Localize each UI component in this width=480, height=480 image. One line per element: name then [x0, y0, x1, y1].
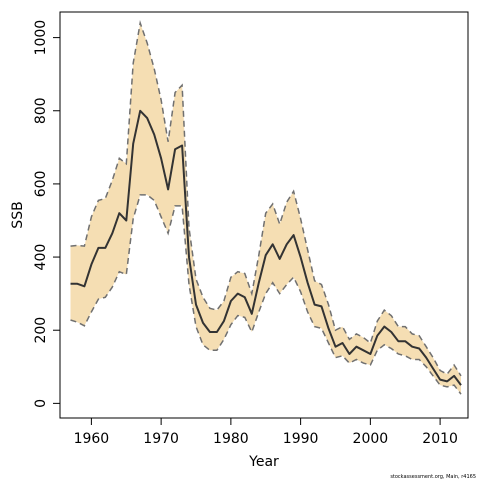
y-tick-label: 200 — [33, 317, 49, 344]
confidence-band — [70, 23, 461, 395]
x-tick-label: 2000 — [353, 431, 389, 447]
x-tick-label: 1980 — [213, 431, 249, 447]
ssb-estimate-line — [70, 109, 462, 386]
y-tick-label: 0 — [33, 399, 49, 408]
credit-text: stockassessment.org, Main, r4165 — [390, 474, 476, 480]
x-axis: 1960 1970 1980 1990 2000 2010 — [74, 418, 458, 447]
y-tick-label: 1000 — [33, 20, 49, 56]
y-axis: 0 200 400 600 800 1000 — [33, 20, 60, 408]
y-tick-label: 800 — [33, 97, 49, 124]
confidence-band-layer — [70, 23, 461, 395]
x-tick-label: 1970 — [143, 431, 179, 447]
y-axis-label: SSB — [10, 201, 26, 228]
y-tick-label: 400 — [33, 244, 49, 271]
plot-frame — [59, 11, 469, 419]
series-line-layer — [70, 20, 462, 395]
upper-bound-line — [70, 20, 462, 377]
y-tick-label: 600 — [33, 171, 49, 198]
x-tick-label: 1990 — [283, 431, 319, 447]
lower-bound-line — [70, 194, 462, 395]
x-tick-label: 2010 — [422, 431, 458, 447]
x-axis-label: Year — [248, 454, 279, 470]
x-tick-label: 1960 — [74, 431, 110, 447]
